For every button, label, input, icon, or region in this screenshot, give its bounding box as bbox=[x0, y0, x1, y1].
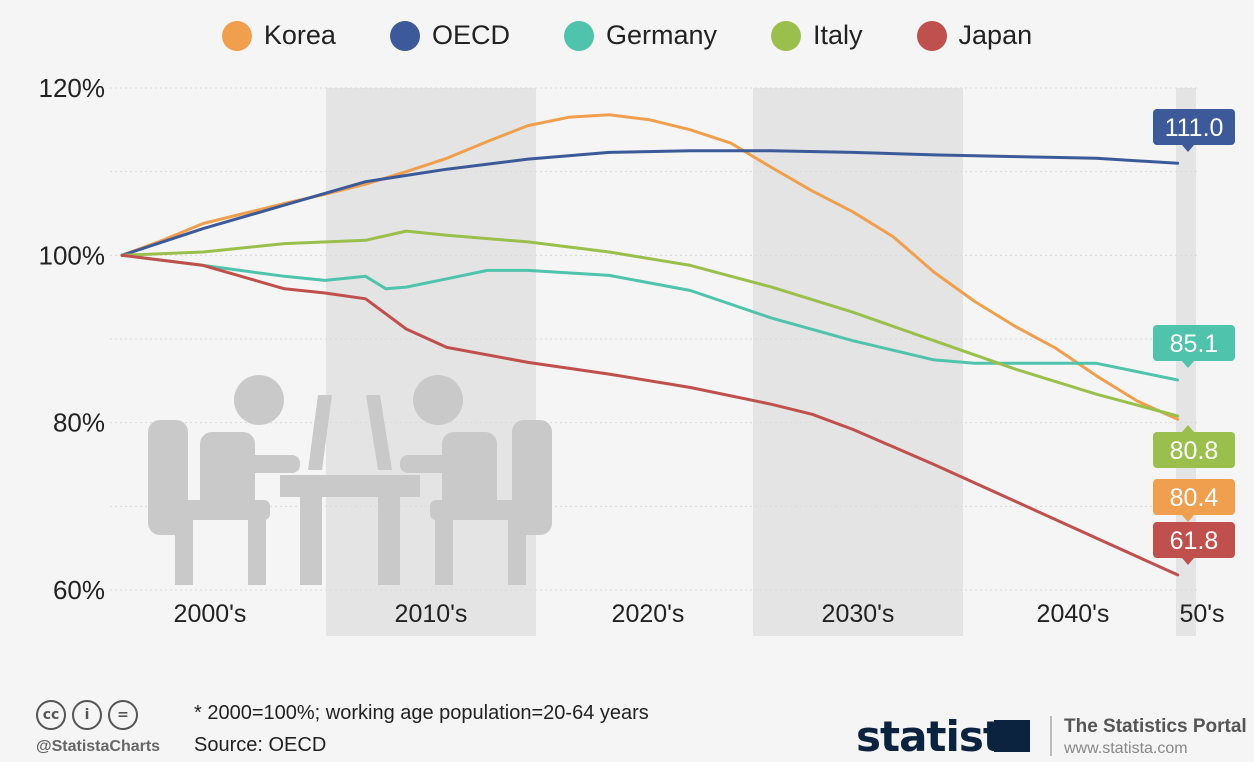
y-tick-label: 100% bbox=[39, 240, 106, 270]
end-label-germany: 85.1 bbox=[1153, 325, 1235, 368]
end-label-italy: 80.8 bbox=[1153, 425, 1235, 468]
legend-swatch bbox=[916, 20, 947, 51]
creative-commons-icon: cc bbox=[36, 700, 66, 730]
end-label-oecd: 111.0 bbox=[1153, 109, 1235, 152]
end-label-text: 61.8 bbox=[1170, 527, 1219, 555]
x-tick-label: 2010's bbox=[395, 600, 468, 628]
end-label-japan: 61.8 bbox=[1153, 522, 1235, 565]
series-line-japan bbox=[120, 253, 1180, 577]
legend-label: Germany bbox=[605, 20, 717, 50]
footer: cc i = @StatistaCharts * 2000=100%; work… bbox=[0, 690, 1254, 762]
workers-illustration-icon bbox=[148, 375, 552, 585]
legend-item-italy: Italy bbox=[771, 20, 863, 51]
legend-label: OECD bbox=[431, 20, 510, 50]
portal-title: The Statistics Portal bbox=[1064, 716, 1247, 737]
x-tick-label: 2040's bbox=[1037, 600, 1110, 628]
social-handle: @StatistaCharts bbox=[36, 738, 161, 755]
series-line-italy bbox=[120, 229, 1180, 418]
y-tick-label: 120% bbox=[39, 73, 106, 103]
attribution-icon: i bbox=[72, 700, 102, 730]
legend: Korea OECD Germany Italy Japan bbox=[0, 20, 1254, 51]
footnote: * 2000=100%; working age population=20-6… bbox=[194, 702, 649, 724]
end-label-text: 111.0 bbox=[1165, 114, 1224, 142]
x-tick-label: 50's bbox=[1179, 600, 1224, 628]
divider bbox=[1050, 716, 1052, 756]
license-icons: cc i = bbox=[36, 700, 138, 730]
x-tick-label: 2000's bbox=[174, 600, 247, 628]
legend-swatch bbox=[563, 20, 594, 51]
source-text: Source: OECD bbox=[194, 734, 327, 756]
series-line-germany bbox=[120, 253, 1180, 382]
x-tick-label: 2030's bbox=[822, 600, 895, 628]
legend-item-japan: Japan bbox=[916, 20, 1033, 51]
end-label-text: 80.8 bbox=[1170, 437, 1219, 465]
y-tick-label: 60% bbox=[53, 575, 105, 605]
end-label-text: 80.4 bbox=[1170, 484, 1219, 512]
legend-item-germany: Germany bbox=[563, 20, 717, 51]
end-label-korea: 80.4 bbox=[1153, 479, 1235, 522]
decade-band bbox=[753, 88, 963, 636]
legend-swatch bbox=[771, 20, 801, 51]
legend-swatch bbox=[221, 20, 252, 51]
legend-label: Italy bbox=[813, 20, 863, 50]
legend-label: Korea bbox=[263, 20, 336, 50]
series-line-korea bbox=[120, 113, 1180, 421]
no-derivatives-icon: = bbox=[108, 700, 138, 730]
brand-mark-icon bbox=[994, 720, 1030, 752]
end-label-text: 85.1 bbox=[1170, 330, 1219, 358]
decade-band bbox=[326, 88, 536, 636]
portal-url: www.statista.com bbox=[1064, 740, 1188, 757]
legend-label: Japan bbox=[958, 20, 1033, 50]
legend-item-korea: Korea bbox=[221, 20, 336, 51]
y-tick-label: 80% bbox=[53, 408, 105, 438]
legend-item-oecd: OECD bbox=[389, 20, 510, 51]
x-tick-label: 2020's bbox=[612, 600, 685, 628]
series-line-oecd bbox=[120, 149, 1180, 257]
legend-swatch bbox=[389, 20, 420, 51]
